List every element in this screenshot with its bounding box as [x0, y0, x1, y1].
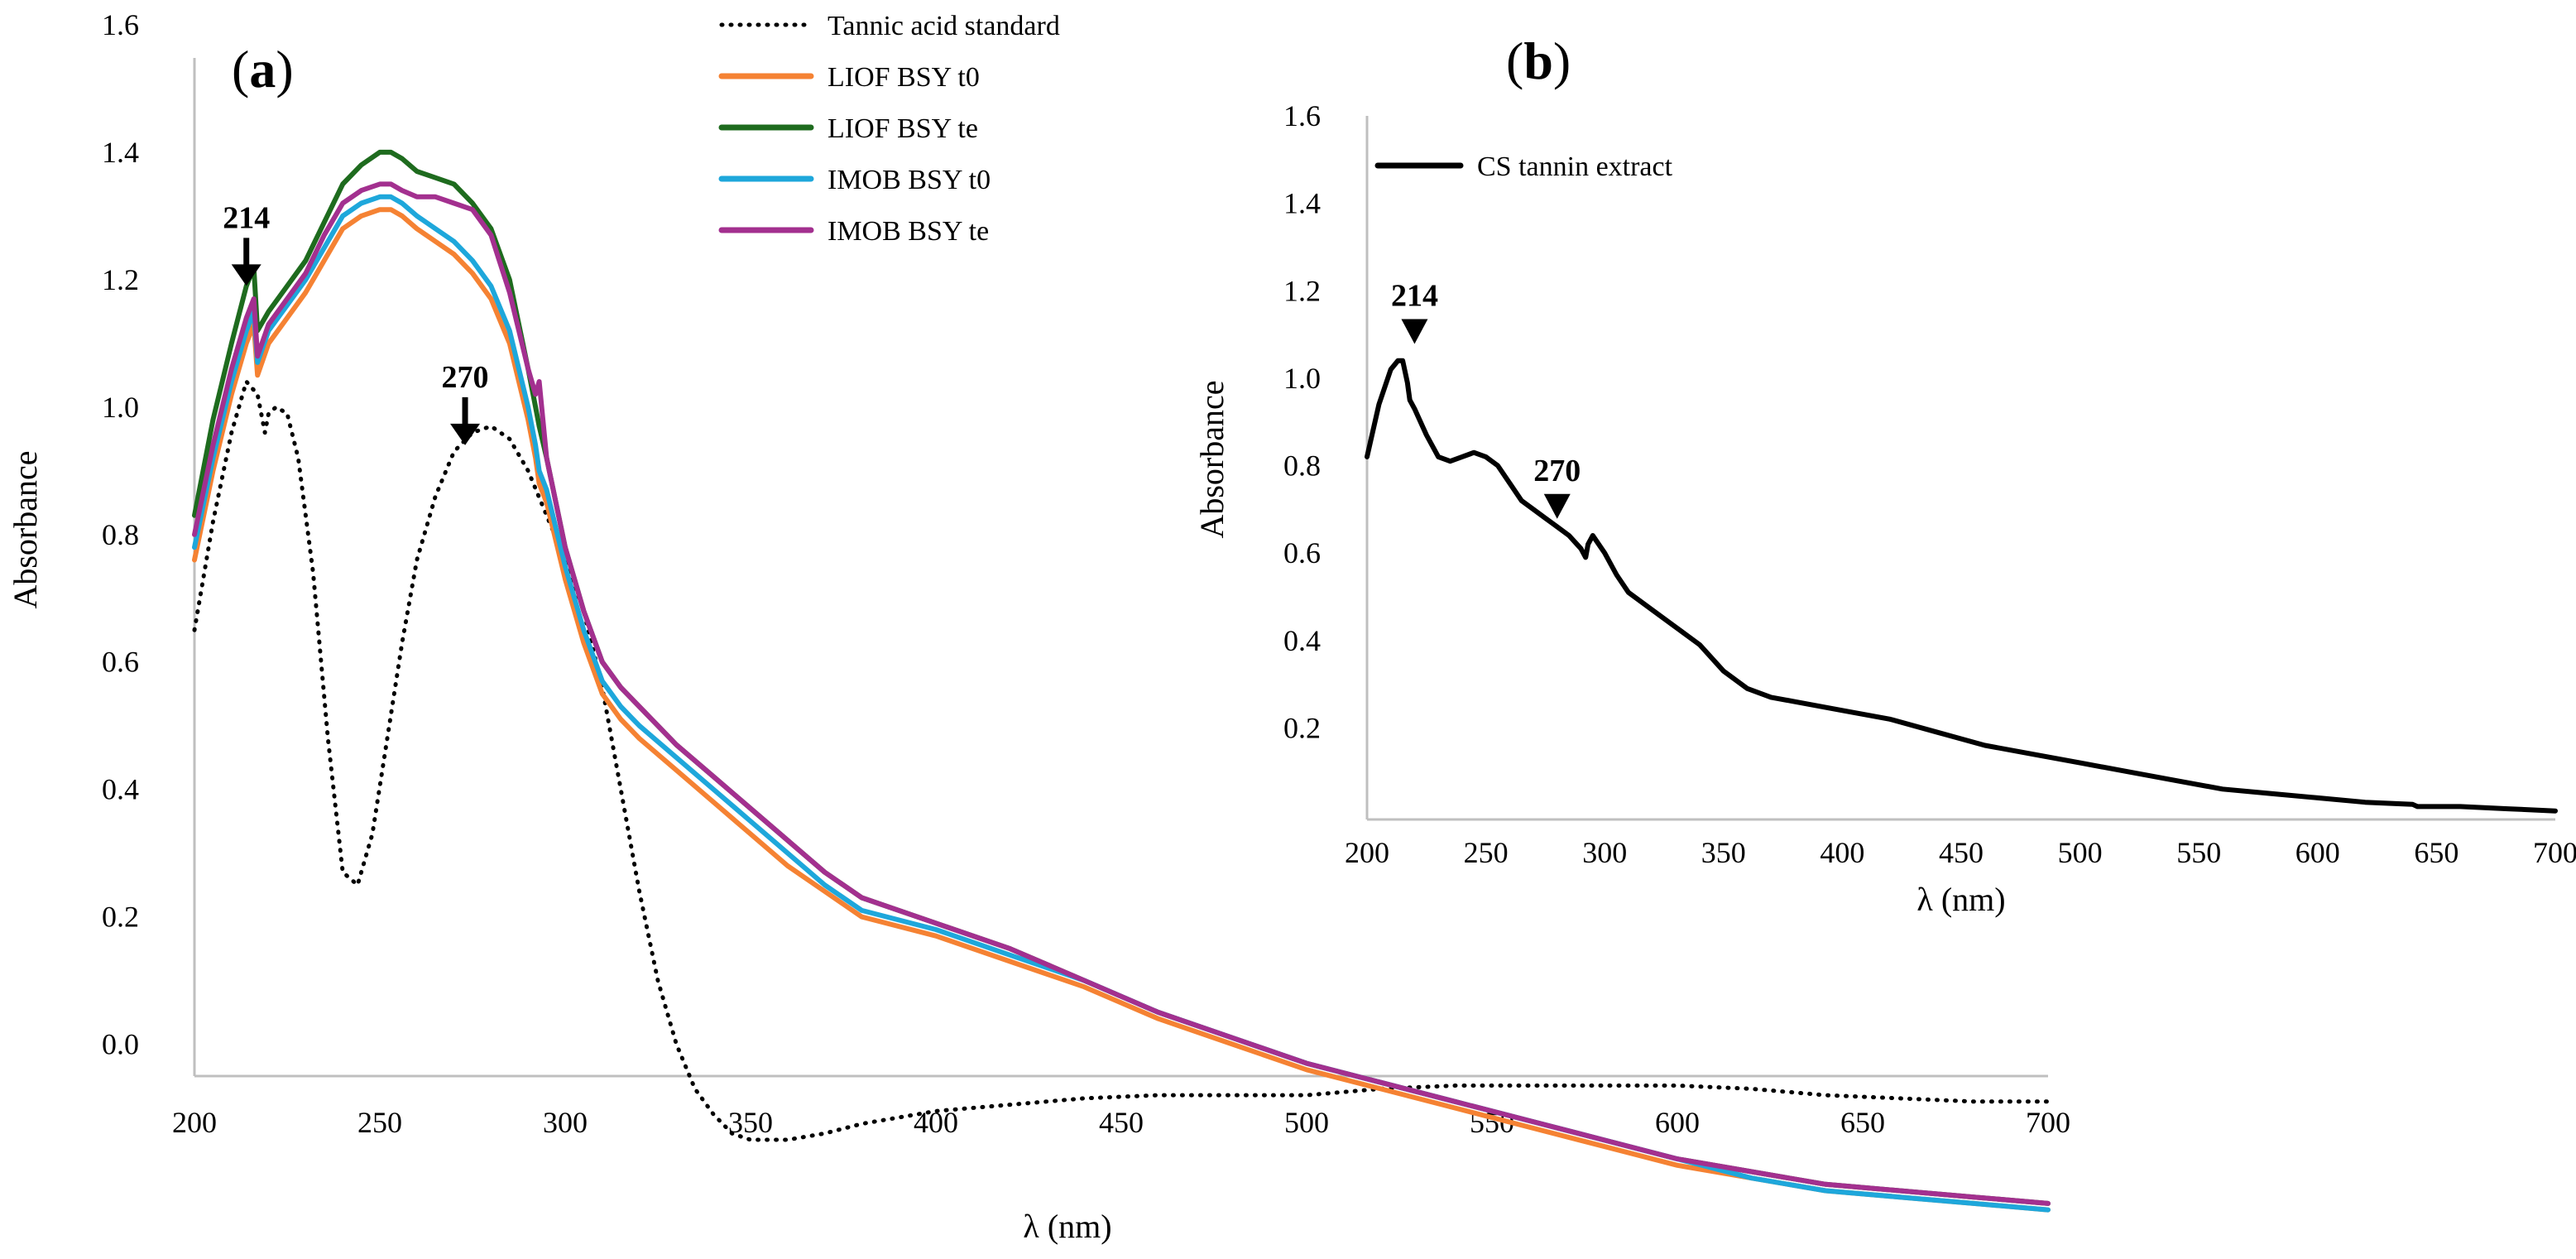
- x-tick-label: 350: [728, 1106, 773, 1139]
- y-tick-label: 0.8: [1283, 449, 1321, 483]
- y-tick-label: 1.2: [1283, 274, 1321, 307]
- y-tick-label: 1.4: [102, 136, 139, 169]
- panel-b-label: (b): [1506, 31, 1571, 90]
- y-tick-label: 1.0: [1283, 362, 1321, 395]
- x-tick-label: 650: [1840, 1106, 1885, 1139]
- y-tick-label: 1.4: [1283, 187, 1321, 220]
- x-tick-label: 200: [172, 1106, 217, 1139]
- series-line-cs-tannin-extract: [1365, 358, 2558, 814]
- legend-label: LIOF BSY te: [827, 113, 978, 144]
- x-tick-label: 500: [2058, 836, 2103, 869]
- y-tick-label: 1.6: [1283, 99, 1321, 132]
- peak-arrow-head: [450, 423, 481, 445]
- panel-a-x-axis-title: λ (nm): [1023, 1208, 1111, 1245]
- legend-label: Tannic acid standard: [827, 11, 1060, 41]
- peak-arrow-head: [231, 264, 261, 286]
- x-tick-label: 250: [1464, 836, 1509, 869]
- x-tick-label: 250: [357, 1106, 402, 1139]
- panel-b-y-axis-title: Absorbance: [1193, 380, 1230, 538]
- panel-a-y-axis-title: Absorbance: [7, 450, 44, 608]
- x-tick-label: 700: [2026, 1106, 2070, 1139]
- panel-a: 200 250 300 350 400 450 500 550 600 650 7000.00.20…: [102, 8, 2070, 1213]
- y-tick-label: 0.0: [102, 1028, 139, 1061]
- y-tick-label: 0.2: [102, 901, 139, 934]
- x-tick-label: 300: [543, 1106, 588, 1139]
- y-tick-label: 0.2: [1283, 711, 1321, 744]
- panel-b: 200 250 300 350 400 450 500 550 600 650 700 0.2 0.4 0…: [1283, 99, 2576, 869]
- x-tick-label: 400: [1820, 836, 1864, 869]
- x-tick-label: 350: [1701, 836, 1746, 869]
- x-tick-label: 700: [2533, 836, 2576, 869]
- x-tick-label: 600: [1655, 1106, 1700, 1139]
- series-line-liof-bsy-t0: [192, 207, 2051, 1213]
- x-tick-label: 600: [2295, 836, 2340, 869]
- y-tick-label: 0.6: [102, 646, 139, 679]
- legend-label: IMOB BSY te: [827, 216, 989, 247]
- y-tick-label: 1.6: [102, 8, 139, 41]
- peak-marker-triangle: [1543, 493, 1571, 519]
- peak-marker-triangle: [1401, 319, 1428, 344]
- y-tick-label: 1.0: [102, 391, 139, 424]
- x-tick-label: 500: [1284, 1106, 1329, 1139]
- panel-a-label: (a): [232, 40, 294, 99]
- x-tick-label: 550: [2176, 836, 2221, 869]
- peak-annotation-label: 270: [1533, 454, 1581, 488]
- y-tick-label: 0.4: [102, 773, 139, 806]
- panel-b-x-axis-title: λ (nm): [1916, 881, 2005, 918]
- legend-label: LIOF BSY t0: [827, 62, 980, 93]
- y-tick-label: 1.2: [102, 263, 139, 296]
- x-tick-label: 650: [2414, 836, 2458, 869]
- x-tick-label: 450: [1939, 836, 1984, 869]
- peak-annotation-label: 214: [1391, 279, 1438, 314]
- y-tick-label: 0.8: [102, 518, 139, 551]
- legend-label: CS tannin extract: [1477, 151, 1673, 182]
- y-tick-label: 0.4: [1283, 624, 1321, 657]
- legend-label: IMOB BSY t0: [827, 165, 991, 195]
- peak-annotation-label: 214: [223, 200, 270, 235]
- x-tick-label: 450: [1099, 1106, 1144, 1139]
- peak-annotation-label: 270: [442, 360, 489, 395]
- series-line-imob-bsy-te: [192, 181, 2051, 1206]
- x-tick-label: 200: [1345, 836, 1389, 869]
- y-tick-label: 0.6: [1283, 536, 1321, 569]
- x-tick-label: 300: [1582, 836, 1627, 869]
